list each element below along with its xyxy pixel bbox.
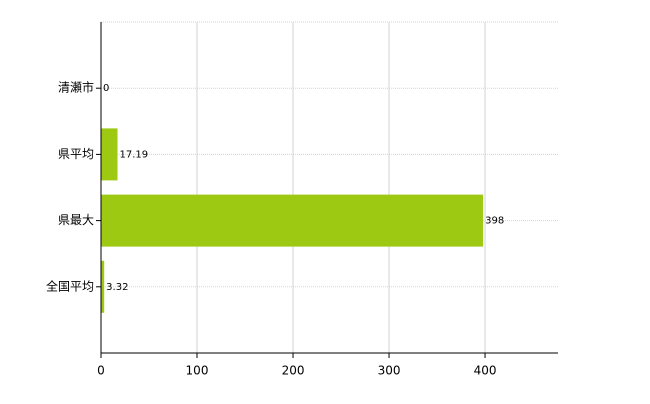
x-tick-label: 200 — [282, 364, 305, 378]
value-label: 0 — [103, 83, 109, 94]
value-label: 17.19 — [120, 149, 149, 160]
y-tick-label: 県平均 — [58, 147, 94, 161]
bar — [101, 128, 118, 181]
y-tick-label: 県最大 — [58, 213, 94, 227]
x-tick-label: 300 — [378, 364, 401, 378]
bar — [101, 260, 105, 313]
value-label: 3.32 — [106, 282, 128, 293]
y-tick-label: 全国平均 — [46, 278, 94, 293]
x-tick-label: 400 — [474, 364, 497, 378]
x-tick-label: 0 — [97, 364, 105, 378]
y-tick-label: 清瀬市 — [58, 80, 94, 95]
value-label: 398 — [485, 216, 504, 227]
x-tick-label: 100 — [186, 364, 209, 378]
bar — [101, 194, 484, 247]
